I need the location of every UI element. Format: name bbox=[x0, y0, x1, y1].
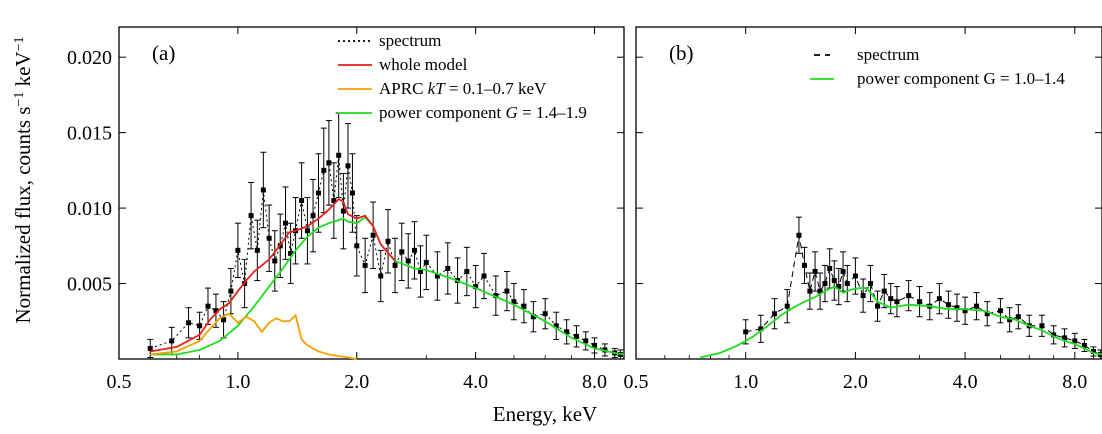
plot-frame-a bbox=[118, 26, 625, 360]
spectrum-point bbox=[417, 268, 423, 274]
spectrum-point bbox=[248, 213, 254, 219]
spectrum-point bbox=[235, 247, 241, 253]
y-tick-label: 0.010 bbox=[67, 198, 112, 220]
legend-label-power: power component G = 1.0–1.4 bbox=[857, 69, 1065, 88]
panel-a: 0.5 1.0 2.0 4.0 8.0 0.005 0.010 0.015 0.020 (a) sp… bbox=[67, 26, 625, 393]
spectrum-point bbox=[411, 247, 417, 253]
y-axis-label-sup1: −1 bbox=[12, 92, 27, 107]
y-axis-label-mid: keV bbox=[11, 51, 35, 91]
spectrum-point bbox=[310, 213, 316, 219]
spectrum-point bbox=[564, 329, 570, 335]
legend-label-whole: whole model bbox=[379, 55, 468, 74]
spectrum-point bbox=[945, 302, 951, 308]
spectrum-point bbox=[583, 338, 589, 344]
y-axis-label-sup2: −1 bbox=[12, 36, 27, 51]
spectrum-point bbox=[326, 160, 332, 166]
spectrum-point bbox=[399, 249, 405, 255]
spectrum-point bbox=[511, 299, 517, 305]
spectrum-point bbox=[573, 333, 579, 339]
spectrum-point bbox=[464, 268, 470, 274]
spectrum-point bbox=[822, 281, 828, 287]
x-tick-label: 4.0 bbox=[953, 371, 978, 393]
x-tick-label: 0.5 bbox=[107, 371, 132, 393]
spectrum-point bbox=[817, 288, 823, 294]
legend-label-power: power component G = 1.4–1.9 bbox=[379, 103, 587, 122]
x-tick-label: 0.5 bbox=[624, 371, 649, 393]
spectrum-point bbox=[272, 258, 278, 264]
x-tick-label: 8.0 bbox=[582, 371, 607, 393]
spectrum-point bbox=[1081, 342, 1087, 348]
spectrum-point bbox=[936, 296, 942, 302]
x-tick-label: 2.0 bbox=[344, 371, 369, 393]
spectrum-point bbox=[1062, 335, 1068, 341]
spectrum-point bbox=[254, 247, 260, 253]
y-tick-label: 0.020 bbox=[67, 47, 112, 69]
plot-frame-b bbox=[635, 26, 1102, 360]
y-tick-label: 0.005 bbox=[67, 274, 112, 296]
spectrum-point bbox=[378, 273, 384, 279]
legend-label-part: = 0.1–0.7 keV bbox=[445, 79, 547, 98]
y-tick-label: 0.015 bbox=[67, 123, 112, 145]
spectrum-point bbox=[1072, 338, 1078, 344]
spectrum-point bbox=[288, 250, 294, 256]
legend-label-part: = 1.4–1.9 bbox=[518, 103, 587, 122]
legend-label-spectrum: spectrum bbox=[857, 45, 919, 64]
x-tick-label: 1.0 bbox=[733, 371, 758, 393]
x-tick-label: 8.0 bbox=[1062, 371, 1087, 393]
legend-label-aprc: APRC kT = 0.1–0.7 keV bbox=[379, 79, 547, 98]
panel-label: (b) bbox=[669, 41, 694, 65]
spectrum-point bbox=[169, 338, 175, 344]
spectrum-point bbox=[1051, 332, 1057, 338]
spectrum-point bbox=[894, 299, 900, 305]
spectrum-point bbox=[831, 278, 837, 284]
spectrum-point bbox=[186, 320, 192, 326]
x-axis-label: Energy, keV bbox=[493, 402, 597, 426]
spectrum-point bbox=[345, 163, 351, 169]
panel-b: 0.5 1.0 2.0 4.0 8.0 (b) spectrum power componen… bbox=[624, 26, 1102, 393]
legend-label-spectrum: spectrum bbox=[379, 31, 441, 50]
spectrum-point bbox=[340, 208, 346, 214]
spectrum-point bbox=[807, 288, 813, 294]
spectrum-point bbox=[542, 311, 548, 317]
y-axis-label: Normalized flux, counts s−1 keV−1 bbox=[11, 36, 35, 323]
spectrum-point bbox=[434, 273, 440, 279]
spectrum-point bbox=[530, 314, 536, 320]
legend-label-part: power component bbox=[379, 103, 506, 122]
spectrum-point bbox=[213, 308, 219, 314]
spectrum-point bbox=[592, 342, 598, 348]
y-axis-label-main: Normalized flux, counts s bbox=[11, 107, 35, 324]
legend-label-italic: G bbox=[506, 103, 518, 122]
spectrum-point bbox=[321, 167, 327, 173]
series-power-line bbox=[699, 285, 1102, 359]
spectrum-point bbox=[521, 303, 527, 309]
series-aprc-line bbox=[150, 312, 357, 360]
legend-label-italic: kT bbox=[428, 79, 447, 98]
spectrum-point bbox=[974, 303, 980, 309]
spectrum-point bbox=[197, 323, 203, 329]
spectrum-point bbox=[385, 238, 391, 244]
spectrum-point bbox=[336, 152, 342, 158]
x-tick-label: 2.0 bbox=[843, 371, 868, 393]
spectrum-point bbox=[481, 273, 487, 279]
series-power-line bbox=[150, 215, 625, 356]
x-tick-label: 1.0 bbox=[225, 371, 250, 393]
spectrum-point bbox=[354, 243, 360, 249]
spectrum-point bbox=[392, 262, 398, 268]
series-whole-line bbox=[150, 197, 396, 353]
x-tick-label: 4.0 bbox=[463, 371, 488, 393]
spectrum-point bbox=[867, 281, 873, 287]
panel-label: (a) bbox=[152, 41, 175, 65]
spectrum-point bbox=[266, 235, 272, 241]
spectrum-point bbox=[1007, 317, 1013, 323]
legend-label-part: APRC bbox=[379, 79, 428, 98]
spectrum-point bbox=[504, 288, 510, 294]
spectrum-point bbox=[812, 268, 818, 274]
spectrum-point bbox=[493, 293, 499, 299]
